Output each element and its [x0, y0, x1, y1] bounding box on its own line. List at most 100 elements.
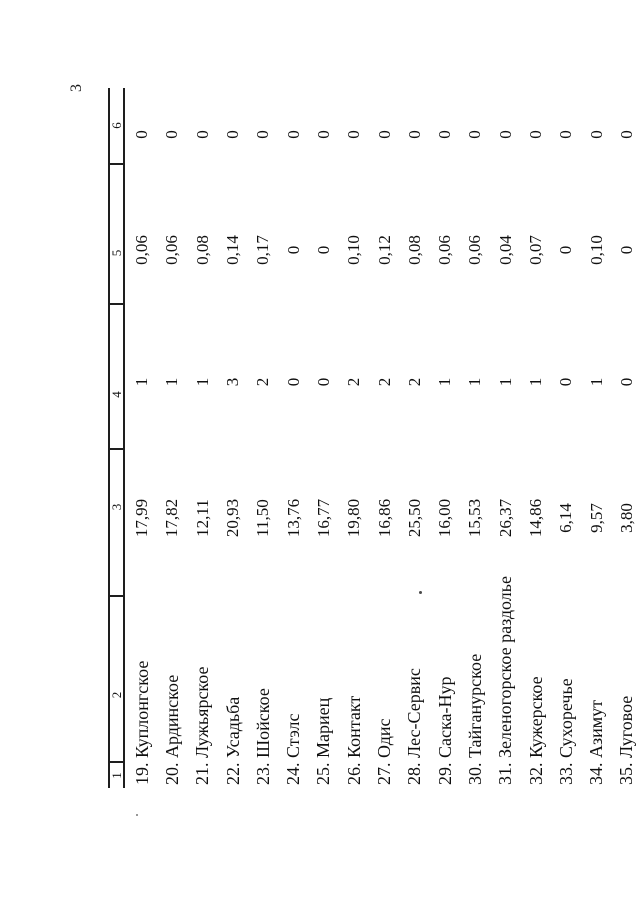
row-col5-cell: 0,08 [192, 235, 212, 265]
header-cell-2: 2 [109, 597, 124, 763]
table-row: 25. Мариец 16,77 0 0 0 [309, 88, 339, 788]
row-col3-cell: 16,00 [435, 498, 455, 538]
row-col3-cell: 12,11 [192, 499, 212, 537]
row-name-cell: 26. Контакт [343, 695, 364, 785]
table-row: 33. Сухоречье 6,14 0 0 0 [551, 88, 581, 788]
row-name-cell: 32. Кужерское [525, 676, 546, 785]
table-row: 30. Тайганурское 15,53 1 0,06 0 [460, 88, 490, 788]
row-name-cell: 29. Саска-Нур [434, 676, 455, 785]
row-col4-cell: 0 [283, 377, 303, 387]
row-col3-cell: 17,82 [162, 498, 182, 538]
row-col3-cell: 16,77 [313, 498, 333, 538]
table-row: 28. Лес-Сервис 25,50 2 0,08 0 [400, 88, 430, 788]
header-cell-6: 6 [109, 88, 124, 165]
row-col6-cell: 0 [495, 130, 515, 139]
row-col5-cell: 0,06 [465, 235, 485, 265]
header-cell-4: 4 [109, 305, 124, 450]
row-col6-cell: 0 [283, 130, 303, 139]
row-col5-cell: 0,12 [374, 235, 394, 265]
row-col3-cell: 20,93 [223, 498, 243, 538]
row-col3-cell: 6,14 [556, 503, 576, 533]
row-col4-cell: 1 [162, 377, 182, 387]
row-col3-cell: 25,50 [404, 498, 424, 538]
row-col4-cell: 1 [192, 377, 212, 387]
row-col4-cell: 2 [404, 377, 424, 387]
row-name-cell: 28. Лес-Сервис [404, 668, 425, 785]
row-name-cell: 31. Зеленогорское раздолье [495, 576, 516, 785]
row-col5-cell: 0,07 [526, 235, 545, 265]
scan-speck [419, 591, 422, 594]
table-row: 27. Одис 16,86 2 0,12 0 [369, 88, 399, 788]
row-col4-cell: 1 [526, 377, 545, 387]
table-row: 20. Ардинское 17,82 1 0,06 0 [157, 88, 187, 788]
row-col4-cell: 1 [495, 377, 515, 387]
row-col3-cell: 14,86 [526, 498, 545, 538]
row-name-cell: 30. Тайганурское [464, 653, 485, 785]
row-col6-cell: 0 [586, 130, 606, 139]
table-row: 34. Азимут 9,57 1 0,10 0 [581, 88, 611, 788]
row-col4-cell: 1 [465, 377, 485, 387]
table-header-row: 1 2 3 4 5 6 [108, 88, 125, 788]
table-row: 26. Контакт 19,80 2 0,10 0 [339, 88, 369, 788]
row-name-cell: 23. Шойское [252, 688, 273, 785]
row-name-cell: 19. Куплонгское [131, 660, 152, 785]
row-col6-cell: 0 [526, 130, 545, 139]
table-row: 22. Усадьба 20,93 3 0,14 0 [218, 88, 248, 788]
table-row: 32. Кужерское 14,86 1 0,07 0 [521, 88, 551, 788]
header-cell-3: 3 [109, 450, 124, 597]
row-col5-cell: 0 [556, 245, 576, 255]
row-col4-cell: 2 [344, 377, 364, 387]
table-row: 23. Шойское 11,50 2 0,17 0 [248, 88, 278, 788]
row-col6-cell: 0 [435, 130, 455, 139]
row-col4-cell: 0 [556, 377, 576, 387]
row-col5-cell: 0,08 [404, 235, 424, 265]
row-col3-cell: 13,76 [283, 498, 303, 538]
table-row: 31. Зеленогорское раздолье 26,37 1 0,04 … [491, 88, 521, 788]
row-col3-cell: 17,99 [132, 498, 152, 538]
row-col4-cell: 3 [223, 377, 243, 387]
row-col6-cell: 0 [253, 130, 273, 139]
row-col4-cell: 2 [253, 377, 273, 387]
row-col5-cell: 0 [283, 245, 303, 255]
row-col6-cell: 0 [465, 130, 485, 139]
table-row: 35. Луговое 3,80 0 0 0 [612, 88, 640, 788]
row-name-cell: 33. Сухоречье [555, 678, 576, 785]
row-col3-cell: 19,80 [344, 498, 364, 538]
row-col4-cell: 0 [313, 377, 333, 387]
row-col3-cell: 9,57 [586, 503, 606, 533]
page-number: 3 [68, 84, 85, 92]
row-col5-cell: 0,06 [162, 235, 182, 265]
table-body: 19. Куплонгское 17,99 1 0,06 0 20. Ардин… [127, 88, 640, 788]
row-col5-cell: 0 [313, 245, 333, 255]
row-name-cell: 34. Азимут [586, 700, 607, 785]
table-row: 24. Стэлс 13,76 0 0 0 [278, 88, 308, 788]
row-col3-cell: 11,50 [253, 499, 273, 537]
scan-speck [136, 814, 138, 816]
row-col6-cell: 0 [374, 130, 394, 139]
row-col6-cell: 0 [192, 130, 212, 139]
row-col6-cell: 0 [162, 130, 182, 139]
row-col4-cell: 1 [586, 377, 606, 387]
row-name-cell: 25. Мариец [313, 697, 334, 785]
row-col6-cell: 0 [344, 130, 364, 139]
row-col3-cell: 26,37 [495, 498, 515, 538]
row-col6-cell: 0 [404, 130, 424, 139]
row-col5-cell: 0,14 [223, 235, 243, 265]
row-col6-cell: 0 [223, 130, 243, 139]
header-cell-5: 5 [109, 165, 124, 305]
row-col6-cell: 0 [132, 130, 152, 139]
row-col3-cell: 15,53 [465, 498, 485, 538]
row-col3-cell: 16,86 [374, 498, 394, 538]
row-name-cell: 21. Лужьярское [192, 666, 213, 785]
row-col5-cell: 0,10 [586, 235, 606, 265]
row-col4-cell: 2 [374, 377, 394, 387]
row-name-cell: 22. Усадьба [222, 696, 243, 785]
row-col5-cell: 0 [616, 245, 636, 255]
row-col6-cell: 0 [616, 130, 636, 139]
row-col5-cell: 0,06 [132, 235, 152, 265]
row-name-cell: 35. Луговое [616, 695, 637, 785]
row-col5-cell: 0,04 [495, 235, 515, 265]
row-col5-cell: 0,17 [253, 235, 273, 265]
